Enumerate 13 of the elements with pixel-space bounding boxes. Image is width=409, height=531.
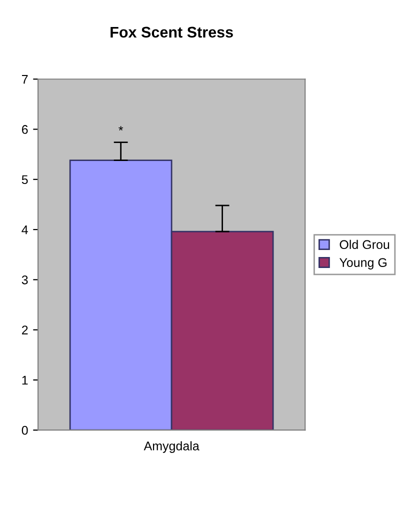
y-tick-label: 4: [22, 225, 28, 234]
chart-title: Fox Scent Stress: [110, 26, 233, 38]
y-tick-label: 5: [22, 175, 28, 184]
y-tick-label: 2: [22, 326, 28, 334]
legend-label: Young G: [339, 258, 386, 270]
y-tick-label: 6: [22, 125, 28, 134]
y-tick-label: 3: [22, 275, 28, 284]
y-tick-label: 1: [22, 376, 28, 384]
x-tick-label: Amygdala: [144, 441, 200, 453]
legend-label: Old Grou: [340, 240, 390, 250]
annotation: *: [118, 126, 124, 130]
y-tick-label: 7: [22, 75, 28, 84]
y-tick-label: 0: [22, 426, 28, 435]
